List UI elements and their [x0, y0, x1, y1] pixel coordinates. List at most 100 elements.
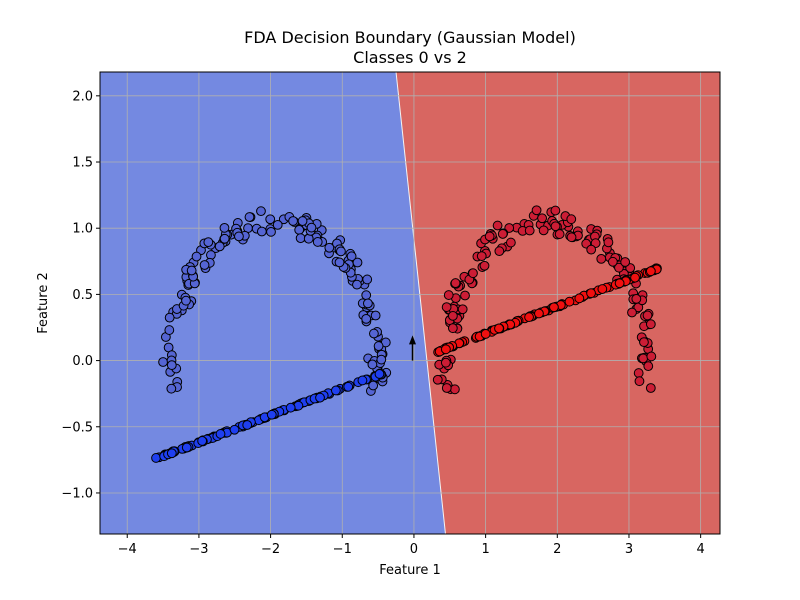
direction-arrow-head: [409, 335, 417, 345]
series-class-2-arc: [432, 205, 657, 395]
y-tick-label: 1.0: [72, 222, 93, 237]
point-arc-2: [642, 310, 653, 321]
point-line-1: [215, 429, 226, 439]
point-arc-2: [550, 221, 561, 232]
point-line-3: [534, 308, 544, 319]
point-arc-2: [566, 214, 577, 225]
decision-boundary: [395, 72, 446, 534]
point-arc-2: [537, 213, 547, 224]
point-line-1: [285, 402, 296, 413]
point-arc-2: [586, 244, 597, 255]
x-tick-label: 3: [625, 542, 633, 557]
point-line-1: [315, 392, 325, 403]
y-tick-label: 1.5: [72, 156, 93, 171]
point-arc-0: [272, 219, 283, 230]
point-arc-2: [441, 302, 452, 312]
point-arc-0: [256, 206, 266, 217]
point-arc-0: [244, 212, 255, 222]
point-arc-2: [633, 368, 644, 378]
chart-subtitle: Classes 0 vs 2: [353, 48, 467, 67]
x-axis-label: Feature 1: [379, 563, 441, 578]
plot-frame: [99, 71, 721, 535]
y-tick-label: 0.0: [72, 354, 93, 369]
point-line-1: [266, 409, 277, 420]
point-arc-2: [441, 383, 452, 393]
point-arc-2: [645, 383, 656, 393]
point-line-1: [151, 453, 161, 463]
point-arc-2: [440, 357, 451, 368]
point-arc-2: [550, 205, 561, 216]
point-arc-0: [256, 226, 267, 237]
point-arc-0: [362, 274, 373, 285]
point-arc-2: [614, 262, 624, 273]
point-arc-2: [494, 246, 505, 257]
x-tick-label: 0: [410, 542, 418, 557]
point-arc-0: [369, 328, 379, 339]
point-arc-0: [265, 214, 276, 225]
point-line-1: [197, 436, 208, 446]
point-arc-0: [373, 341, 384, 351]
point-line-1: [343, 381, 354, 392]
point-arc-2: [538, 225, 549, 236]
point-arc-0: [370, 310, 381, 321]
y-tick-label: −1.0: [61, 486, 93, 501]
point-arc-0: [219, 233, 230, 244]
point-arc-2: [607, 256, 618, 267]
point-arc-0: [166, 360, 177, 371]
point-line-1: [357, 375, 368, 386]
y-tick-label: 0.5: [72, 288, 93, 303]
point-line-1: [181, 442, 192, 453]
point-arc-0: [376, 354, 387, 365]
x-tick-label: −3: [189, 542, 208, 557]
point-line-3: [440, 344, 451, 355]
plot-area: [100, 72, 720, 534]
y-axis-label: Feature 2: [36, 272, 51, 334]
point-line-1: [374, 369, 385, 379]
point-arc-2: [432, 374, 443, 385]
point-arc-2: [447, 323, 458, 334]
point-arc-2: [460, 290, 470, 301]
x-tick-label: −4: [118, 542, 137, 557]
point-arc-0: [164, 325, 175, 335]
x-tick-label: 2: [553, 542, 561, 557]
point-arc-2: [638, 353, 649, 364]
point-line-3: [564, 296, 575, 307]
point-arc-2: [468, 268, 478, 279]
point-arc-0: [352, 279, 362, 290]
point-arc-0: [367, 359, 378, 370]
point-line-3: [630, 272, 640, 283]
point-line-3: [524, 312, 534, 323]
x-axis: −4 −3 −2 −1 0 1 2 3 4: [118, 534, 705, 557]
point-arc-0: [312, 237, 323, 247]
point-arc-2: [596, 253, 607, 264]
point-arc-0: [181, 295, 191, 306]
series-class-0-projection-line: [151, 369, 387, 463]
point-arc-2: [443, 290, 454, 300]
point-arc-0: [266, 226, 276, 237]
point-arc-2: [457, 304, 468, 315]
point-line-3: [597, 284, 608, 294]
point-arc-0: [199, 260, 210, 270]
point-arc-2: [620, 257, 631, 267]
point-arc-0: [294, 224, 305, 235]
point-arc-2: [447, 310, 458, 321]
point-arc-0: [234, 231, 244, 242]
class-0-region: [100, 72, 446, 534]
point-arc-2: [449, 384, 460, 395]
x-tick-label: 4: [697, 542, 705, 557]
point-arc-0: [361, 314, 372, 324]
point-line-1: [166, 448, 177, 459]
point-arc-0: [368, 380, 379, 391]
point-arc-2: [643, 361, 654, 372]
point-arc-2: [492, 220, 503, 231]
x-tick-label: 1: [481, 542, 489, 557]
point-arc-2: [634, 376, 645, 387]
point-arc-0: [334, 257, 345, 268]
data-points: [151, 205, 662, 463]
point-line-3: [494, 323, 504, 334]
point-arc-2: [476, 251, 487, 262]
point-line-3: [586, 288, 596, 299]
point-arc-0: [288, 216, 298, 226]
point-arc-2: [639, 337, 649, 348]
